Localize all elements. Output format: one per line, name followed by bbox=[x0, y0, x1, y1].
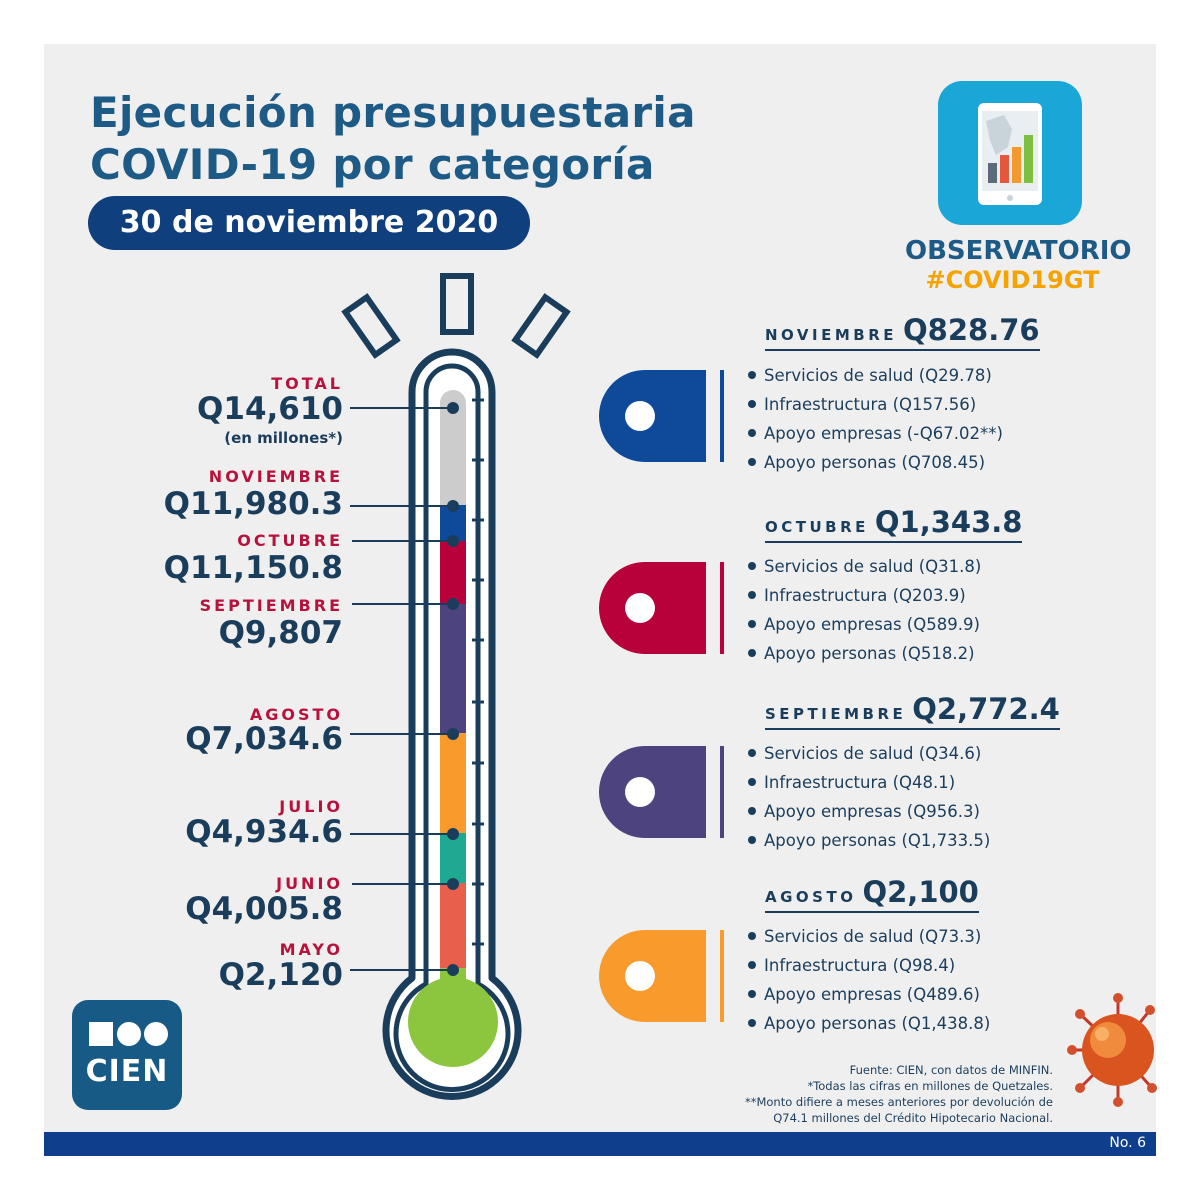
thermometer-bulb bbox=[408, 977, 498, 1067]
observatorio-title: OBSERVATORIO bbox=[905, 236, 1132, 266]
section-month: AGOSTO bbox=[765, 888, 857, 906]
list-item: Apoyo personas (Q1,438.8) bbox=[748, 1014, 990, 1033]
section-total: Q2,100 bbox=[862, 875, 979, 909]
segment-junio bbox=[440, 883, 466, 973]
section-header-octubre: OCTUBRE Q1,343.8 bbox=[765, 505, 1023, 543]
list-item: Servicios de salud (Q73.3) bbox=[748, 927, 981, 946]
section-header-noviembre: NOVIEMBRE Q828.76 bbox=[765, 313, 1040, 351]
list-item: Infraestructura (Q98.4) bbox=[748, 956, 955, 975]
section-total: Q2,772.4 bbox=[912, 692, 1060, 726]
list-item: Servicios de salud (Q31.8) bbox=[748, 557, 981, 576]
septiembre-value: Q9,807 bbox=[218, 615, 343, 651]
octubre-value: Q11,150.8 bbox=[163, 550, 343, 586]
agosto-value: Q7,034.6 bbox=[185, 721, 343, 757]
list-item: Apoyo empresas (Q489.6) bbox=[748, 985, 980, 1004]
section-header-agosto: AGOSTO Q2,100 bbox=[765, 875, 979, 913]
segment-septiembre bbox=[440, 604, 466, 735]
mayo-value: Q2,120 bbox=[218, 957, 343, 993]
section-total: Q1,343.8 bbox=[874, 505, 1023, 539]
list-item: Apoyo personas (Q708.45) bbox=[748, 453, 985, 472]
segment-julio bbox=[440, 833, 466, 885]
section-month: OCTUBRE bbox=[765, 518, 869, 536]
footer-bar: No. 6 bbox=[44, 1132, 1156, 1156]
cien-logo-text: CIEN bbox=[85, 1054, 169, 1089]
junio-label: JUNIO bbox=[276, 874, 343, 893]
agosto-label: AGOSTO bbox=[249, 705, 343, 724]
septiembre-label: SEPTIEMBRE bbox=[199, 596, 343, 615]
observatorio-hashtag: #COVID19GT bbox=[925, 266, 1100, 294]
list-item: Apoyo empresas (Q956.3) bbox=[748, 802, 980, 821]
date-badge: 30 de noviembre 2020 bbox=[88, 196, 530, 250]
section-month: SEPTIEMBRE bbox=[765, 705, 907, 723]
title-line-2: COVID-19 por categoría bbox=[90, 140, 655, 189]
list-item: Apoyo empresas (Q589.9) bbox=[748, 615, 980, 634]
julio-label: JULIO bbox=[279, 797, 343, 816]
list-item: Servicios de salud (Q34.6) bbox=[748, 744, 981, 763]
thermometer-ticks bbox=[472, 398, 484, 946]
list-item: Infraestructura (Q157.56) bbox=[748, 395, 976, 414]
segment-agosto bbox=[440, 733, 466, 835]
julio-value: Q4,934.6 bbox=[185, 814, 343, 850]
phone-bar-chart-icon bbox=[938, 81, 1082, 225]
mayo-label: MAYO bbox=[279, 940, 343, 959]
total-value: Q14,610 bbox=[197, 391, 343, 427]
title-line-1: Ejecución presupuestaria bbox=[90, 88, 696, 137]
section-tab-septiembre bbox=[599, 746, 724, 838]
list-item: Servicios de salud (Q29.78) bbox=[748, 366, 992, 385]
section-month: NOVIEMBRE bbox=[765, 326, 897, 344]
section-total: Q828.76 bbox=[903, 313, 1040, 347]
noviembre-label: NOVIEMBRE bbox=[208, 467, 343, 486]
section-tab-noviembre bbox=[599, 370, 724, 462]
source-notes: Fuente: CIEN, con datos de MINFIN. *Toda… bbox=[744, 1063, 1053, 1125]
section-tab-agosto bbox=[599, 930, 724, 1022]
list-item: Apoyo empresas (-Q67.02**) bbox=[748, 424, 1003, 443]
octubre-label: OCTUBRE bbox=[237, 531, 343, 550]
section-header-septiembre: SEPTIEMBRE Q2,772.4 bbox=[765, 692, 1060, 730]
noviembre-value: Q11,980.3 bbox=[163, 486, 343, 522]
total-label: TOTAL bbox=[271, 374, 343, 393]
segment-octubre bbox=[440, 541, 466, 606]
page-number: No. 6 bbox=[1109, 1135, 1146, 1151]
leader-lines bbox=[350, 402, 459, 976]
list-item: Infraestructura (Q203.9) bbox=[748, 586, 966, 605]
total-note: (en millones*) bbox=[224, 429, 343, 447]
section-tab-octubre bbox=[599, 562, 724, 654]
list-item: Infraestructura (Q48.1) bbox=[748, 773, 955, 792]
list-item: Apoyo personas (Q1,733.5) bbox=[748, 831, 990, 850]
list-item: Apoyo personas (Q518.2) bbox=[748, 644, 975, 663]
thermometer-rays bbox=[341, 273, 571, 359]
junio-value: Q4,005.8 bbox=[185, 891, 343, 927]
virus-icon bbox=[1067, 993, 1157, 1107]
cien-logo: CIEN bbox=[72, 1000, 182, 1110]
